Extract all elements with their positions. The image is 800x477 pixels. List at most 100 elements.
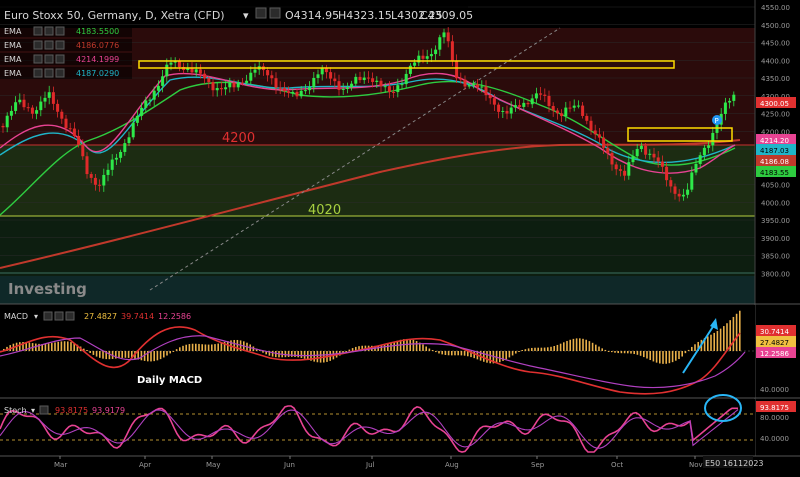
symbol-title[interactable]: Euro Stoxx 50, Germany, D, Xetra (CFD): [4, 9, 225, 22]
macd-hist-bar: [537, 347, 539, 351]
macd-hist-bar: [710, 334, 712, 351]
ema-eye-icon[interactable]: [33, 26, 43, 36]
month-label: Jul: [365, 461, 375, 469]
macd-settings-icon[interactable]: [54, 311, 64, 321]
price-tick-label: 4050.00: [761, 182, 790, 190]
candle-body: [387, 86, 391, 92]
ema-close-icon[interactable]: [55, 54, 65, 64]
stoch-badge-bg: [756, 401, 796, 412]
ema-settings-icon[interactable]: [44, 26, 54, 36]
macd-hist-bar: [159, 351, 162, 360]
candle-body: [236, 82, 240, 88]
macd-hist-bar: [492, 351, 495, 364]
month-label: Apr: [139, 461, 151, 469]
macd-value-2: 39.7414: [121, 312, 154, 321]
candle-body: [446, 32, 450, 42]
stoch-label[interactable]: Stoch: [4, 406, 27, 415]
candle-body: [127, 137, 131, 144]
price-tick-label: 4300.00: [761, 93, 790, 101]
price-tick-label: 3800.00: [761, 270, 790, 278]
candle-body: [93, 177, 97, 185]
candle-body: [434, 49, 438, 55]
stoch-eye-icon[interactable]: [39, 405, 49, 415]
macd-hist-bar: [508, 351, 511, 358]
stoch-axis-badges: 93.8175: [756, 401, 796, 412]
macd-close-icon[interactable]: [65, 311, 75, 321]
candle-body: [14, 102, 18, 111]
macd-hist-bar: [547, 347, 549, 351]
candle-body: [5, 115, 9, 128]
macd-hist-bar: [636, 351, 639, 355]
macd-hist-bar: [643, 351, 645, 358]
macd-hist-bar: [169, 351, 171, 354]
ema-close-icon[interactable]: [55, 40, 65, 50]
macd-hist-bar: [652, 351, 655, 362]
macd-hist-bar: [572, 338, 575, 351]
ema-close-icon[interactable]: [55, 68, 65, 78]
candle-body: [581, 105, 585, 116]
candle-body: [669, 180, 673, 187]
candle-body: [572, 105, 576, 108]
macd-hist-bar: [271, 351, 274, 357]
macd-hist-bar: [662, 351, 664, 364]
ema-settings-icon[interactable]: [44, 54, 54, 64]
macd-hist-bar: [156, 351, 159, 361]
ema-legend-label[interactable]: EMA: [4, 41, 22, 50]
eye-icon[interactable]: [255, 7, 267, 19]
ema-settings-icon[interactable]: [44, 40, 54, 50]
ema-close-icon[interactable]: [55, 26, 65, 36]
price-tick-label: 3850.00: [761, 253, 790, 261]
ema-legend-label[interactable]: EMA: [4, 55, 22, 64]
macd-dropdown-icon[interactable]: ▾: [34, 312, 38, 321]
ema-legend-label[interactable]: EMA: [4, 69, 22, 78]
macd-hist-bar: [188, 344, 191, 351]
candle-body: [308, 87, 312, 91]
macd-hist-bar: [361, 345, 363, 351]
pivot-marker-icon[interactable]: [712, 115, 722, 125]
symbol-dropdown-icon[interactable]: ▾: [243, 9, 249, 22]
candle-body: [98, 184, 102, 186]
ema-eye-icon[interactable]: [33, 54, 43, 64]
candle-body: [228, 82, 232, 88]
macd-hist-bar: [121, 351, 123, 358]
macd-hist-bar: [303, 351, 306, 359]
macd-hist-bar: [124, 351, 127, 358]
ema-legend-label[interactable]: EMA: [4, 27, 22, 36]
price-badge-bg: [756, 155, 796, 166]
macd-hist-bar: [351, 348, 354, 351]
candle-body: [459, 78, 463, 80]
macd-hist-bar: [457, 351, 459, 356]
candle-body: [648, 153, 652, 155]
macd-hist-bar: [342, 351, 344, 354]
macd-hist-bar: [92, 351, 95, 355]
macd-badge: 30.7414: [760, 328, 789, 336]
pivot-marker-letter: P: [715, 117, 719, 125]
price-tick-label: 3950.00: [761, 217, 790, 225]
candle-body: [505, 110, 509, 114]
macd-hist-bar: [175, 349, 178, 351]
candle-body: [295, 91, 299, 97]
macd-hist-bar: [348, 349, 351, 351]
macd-hist-bar: [428, 348, 431, 351]
macd-hist-bar: [60, 341, 63, 351]
candle-body: [324, 68, 328, 73]
macd-label[interactable]: MACD: [4, 312, 28, 321]
candle-body: [623, 170, 627, 176]
macd-axis-badges: 30.7414 27.4827 12.2586: [756, 325, 796, 358]
macd-hist-bar: [419, 342, 421, 351]
candle-body: [81, 144, 85, 157]
ema-eye-icon[interactable]: [33, 68, 43, 78]
macd-hist-bar: [463, 351, 466, 356]
candle-body: [190, 68, 194, 73]
ema-legend-bg: [0, 39, 132, 51]
footer-code: E50 16112023: [705, 459, 764, 468]
ema-settings-icon[interactable]: [44, 68, 54, 78]
macd-hist-bar: [729, 320, 731, 351]
macd-hist-bar: [726, 323, 728, 351]
ema-eye-icon[interactable]: [33, 40, 43, 50]
macd-hist-bar: [620, 351, 623, 354]
macd-eye-icon[interactable]: [43, 311, 53, 321]
stoch-dropdown-icon[interactable]: ▾: [31, 406, 35, 415]
settings-icon[interactable]: [269, 7, 281, 19]
macd-badge-bg: [756, 325, 796, 336]
